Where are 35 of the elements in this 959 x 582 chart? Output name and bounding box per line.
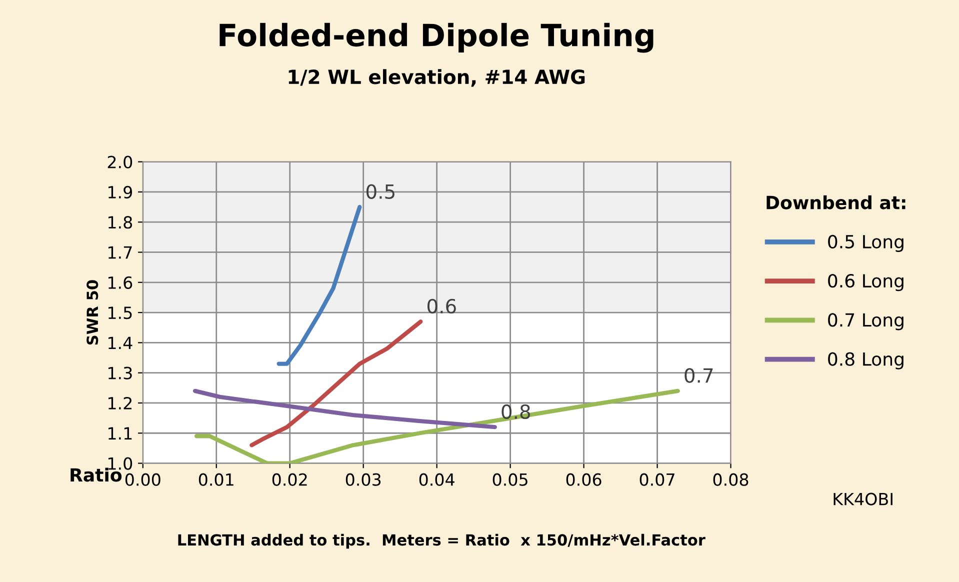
y-tick-label: 1.3 [108,366,132,380]
x-tick-label: 0.04 [419,473,454,486]
x-axis-title: Ratio [70,468,122,482]
line-series [194,388,680,464]
x-tick-label: 0.01 [198,473,234,486]
y-tick-label: 1.4 [108,336,132,350]
legend-label: 0.8 Long [828,352,904,370]
x-tick-label: 0.08 [713,473,748,486]
y-tick-label: 1.8 [108,216,132,229]
legend-title: Downbend at: [766,195,906,210]
y-tick-label: 1.9 [108,186,132,199]
line-series [276,204,362,366]
legend-label: 0.7 Long [828,313,904,330]
chart-subtitle: 1/2 WL elevation, #14 AWG [288,69,585,87]
x-tick-label: 0.00 [125,473,160,486]
x-tick-label: 0.05 [492,473,528,486]
y-tick-label: 1.0 [108,457,132,470]
x-tick-label: 0.03 [346,473,381,486]
y-tick-label: 1.6 [108,276,132,289]
line-series [192,388,497,430]
x-tick-label: 0.02 [272,473,307,486]
y-tick-label: 1.5 [108,306,132,320]
line-series [250,319,423,448]
x-tick-label: 0.07 [640,473,674,486]
y-tick-label: 1.2 [108,396,132,410]
y-tick-label: 2.0 [108,156,132,168]
y-axis-title: SWR 50 [86,280,98,345]
y-tick-label: 1.7 [108,246,132,259]
legend-label: 0.6 Long [828,274,904,292]
chart-title: Folded-end Dipole Tuning [220,22,654,53]
text: KK4OBI [834,492,892,506]
text: LENGTH added to tips. Meters = Ratio x 150/mHz*Vel.Factor [178,534,706,549]
legend-label: 0.5 Long [828,234,904,252]
y-tick-label: 1.1 [108,427,132,440]
x-tick-label: 0.06 [566,473,602,486]
